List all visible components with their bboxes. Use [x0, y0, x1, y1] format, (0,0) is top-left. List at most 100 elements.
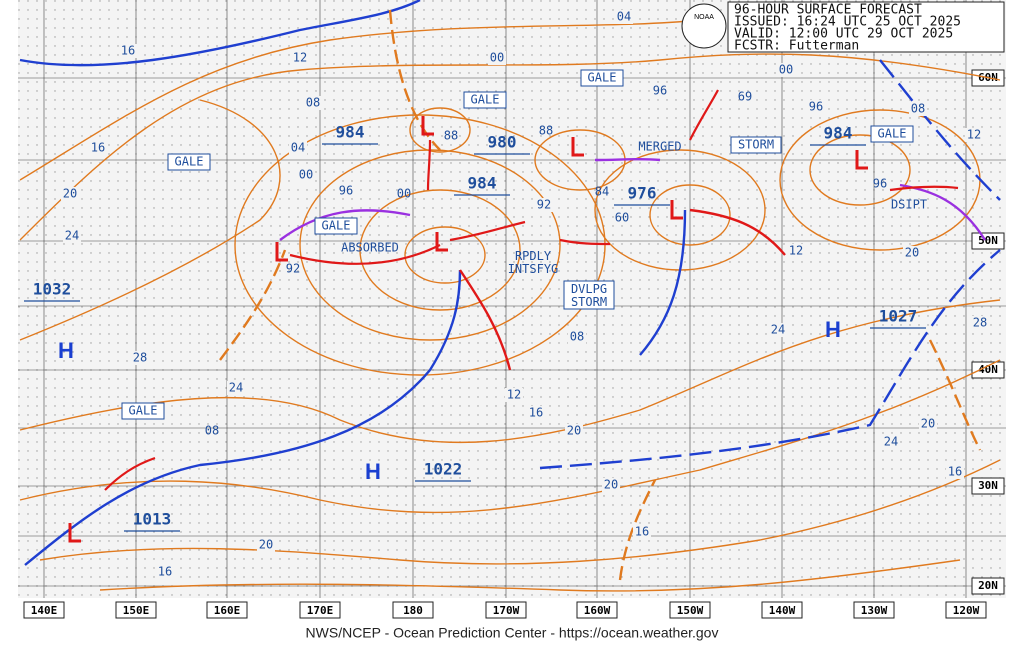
isobar-label: 20 [921, 417, 935, 431]
isobar-label-bg [289, 141, 307, 155]
isobar-label-bg [919, 417, 937, 431]
pressure-value: 88 [444, 129, 458, 143]
isobar-label-bg [651, 84, 669, 98]
lat-box [971, 361, 1005, 379]
annotation: DSIPT [891, 198, 927, 212]
isobar-label-bg [337, 184, 355, 198]
isobar-label-bg [965, 128, 983, 142]
pressure-value: 1013 [133, 510, 172, 529]
annotation: GALE [175, 155, 204, 169]
logo-text: NOAA [694, 14, 714, 21]
isobar-label-bg [769, 323, 787, 337]
isobar-label-bg [505, 388, 523, 402]
footer: NWS/NCEP - Ocean Prediction Center - htt… [306, 625, 719, 641]
isobar-label: 08 [911, 102, 925, 116]
isobar-label: 16 [635, 525, 649, 539]
isobar-label-bg [807, 100, 825, 114]
lon-box [23, 601, 65, 619]
lon-box [945, 601, 987, 619]
isobar-label-bg [119, 44, 137, 58]
logo [681, 3, 727, 49]
lon-label: 170W [493, 604, 520, 617]
lat-label: 40N [978, 363, 998, 376]
isobar-label: 00 [779, 63, 793, 77]
annotation-box [580, 69, 624, 87]
pressure-value: 84 [595, 185, 609, 199]
storm-tracks [104, 89, 959, 491]
annotation-box [870, 125, 914, 143]
lon-box [485, 601, 527, 619]
pressure-value: 1032 [33, 280, 72, 299]
header-line: VALID: 12:00 UTC 29 OCT 2025 [734, 27, 953, 42]
lon-label: 160W [584, 604, 611, 617]
lon-label: 160E [214, 604, 241, 617]
pressure-value: 08 [205, 424, 219, 438]
low-marker [275, 242, 288, 262]
lon-box [299, 601, 341, 619]
isobar-label-bg [227, 381, 245, 395]
isobar-label: 00 [299, 168, 313, 182]
pressure-value: 980 [488, 133, 517, 152]
isobar-label-bg [61, 187, 79, 201]
lat-box [971, 577, 1005, 595]
isobar-label: 16 [91, 141, 105, 155]
isobar-label-bg [527, 406, 545, 420]
isobar-label: 24 [65, 229, 79, 243]
annotation: GALE [878, 127, 907, 141]
isobar-label: 12 [967, 128, 981, 142]
isobar-label-bg [257, 538, 275, 552]
pressure-value: 984 [468, 174, 497, 193]
isobar-label: 20 [259, 538, 273, 552]
isobar-label: 28 [133, 351, 147, 365]
isobar-label: 08 [306, 96, 320, 110]
lon-label: 150W [677, 604, 704, 617]
low-marker [421, 116, 434, 136]
low-marker [435, 232, 448, 252]
pressure-value: 1027 [879, 307, 918, 326]
lon-box [576, 601, 618, 619]
lon-label: 170E [307, 604, 334, 617]
isobar-label-bg [615, 10, 633, 24]
isobar-label-bg [131, 351, 149, 365]
header-line: ISSUED: 16:24 UTC 25 OCT 2025 [734, 15, 961, 30]
isobar-label-bg [568, 330, 586, 344]
annotation: DVLPG STORM [571, 282, 607, 309]
lat-box [971, 477, 1005, 495]
isobar-label-bg [291, 51, 309, 65]
lon-box [761, 601, 803, 619]
isobar-label: 92 [537, 198, 551, 212]
high-label: H [58, 338, 74, 363]
isobar-label-bg [304, 96, 322, 110]
isobar-label-bg [535, 198, 553, 212]
pressure-value: 69 [738, 90, 752, 104]
pressure-value: 60 [615, 211, 629, 225]
isobar-label-bg [156, 565, 174, 579]
isobar-label-bg [565, 424, 583, 438]
pressure-value: 88 [539, 124, 553, 138]
lon-box [853, 601, 895, 619]
isobar-label-bg [297, 168, 315, 182]
isobar-label: 24 [771, 323, 785, 337]
map-dots [18, 0, 1006, 598]
lat-box [971, 232, 1005, 250]
isobar-label-bg [63, 229, 81, 243]
annotation: GALE [322, 219, 351, 233]
isobar-label-bg [909, 102, 927, 116]
isobar-label: 20 [567, 424, 581, 438]
isobar-label: 12 [789, 244, 803, 258]
header-box [727, 1, 1005, 53]
lon-label: 130W [861, 604, 888, 617]
isobar-label: 20 [63, 187, 77, 201]
pressure-value: 1022 [424, 460, 463, 479]
isobar-label: 16 [158, 565, 172, 579]
isobar-label-bg [946, 465, 964, 479]
header-line: 96-HOUR SURFACE FORECAST [734, 3, 922, 18]
lon-label: 140W [769, 604, 796, 617]
isobar-label: 24 [884, 435, 898, 449]
annotation: RPDLY INTSFYG [508, 249, 559, 276]
isobars [19, 19, 1001, 592]
lon-box [669, 601, 711, 619]
lon-box [392, 601, 434, 619]
